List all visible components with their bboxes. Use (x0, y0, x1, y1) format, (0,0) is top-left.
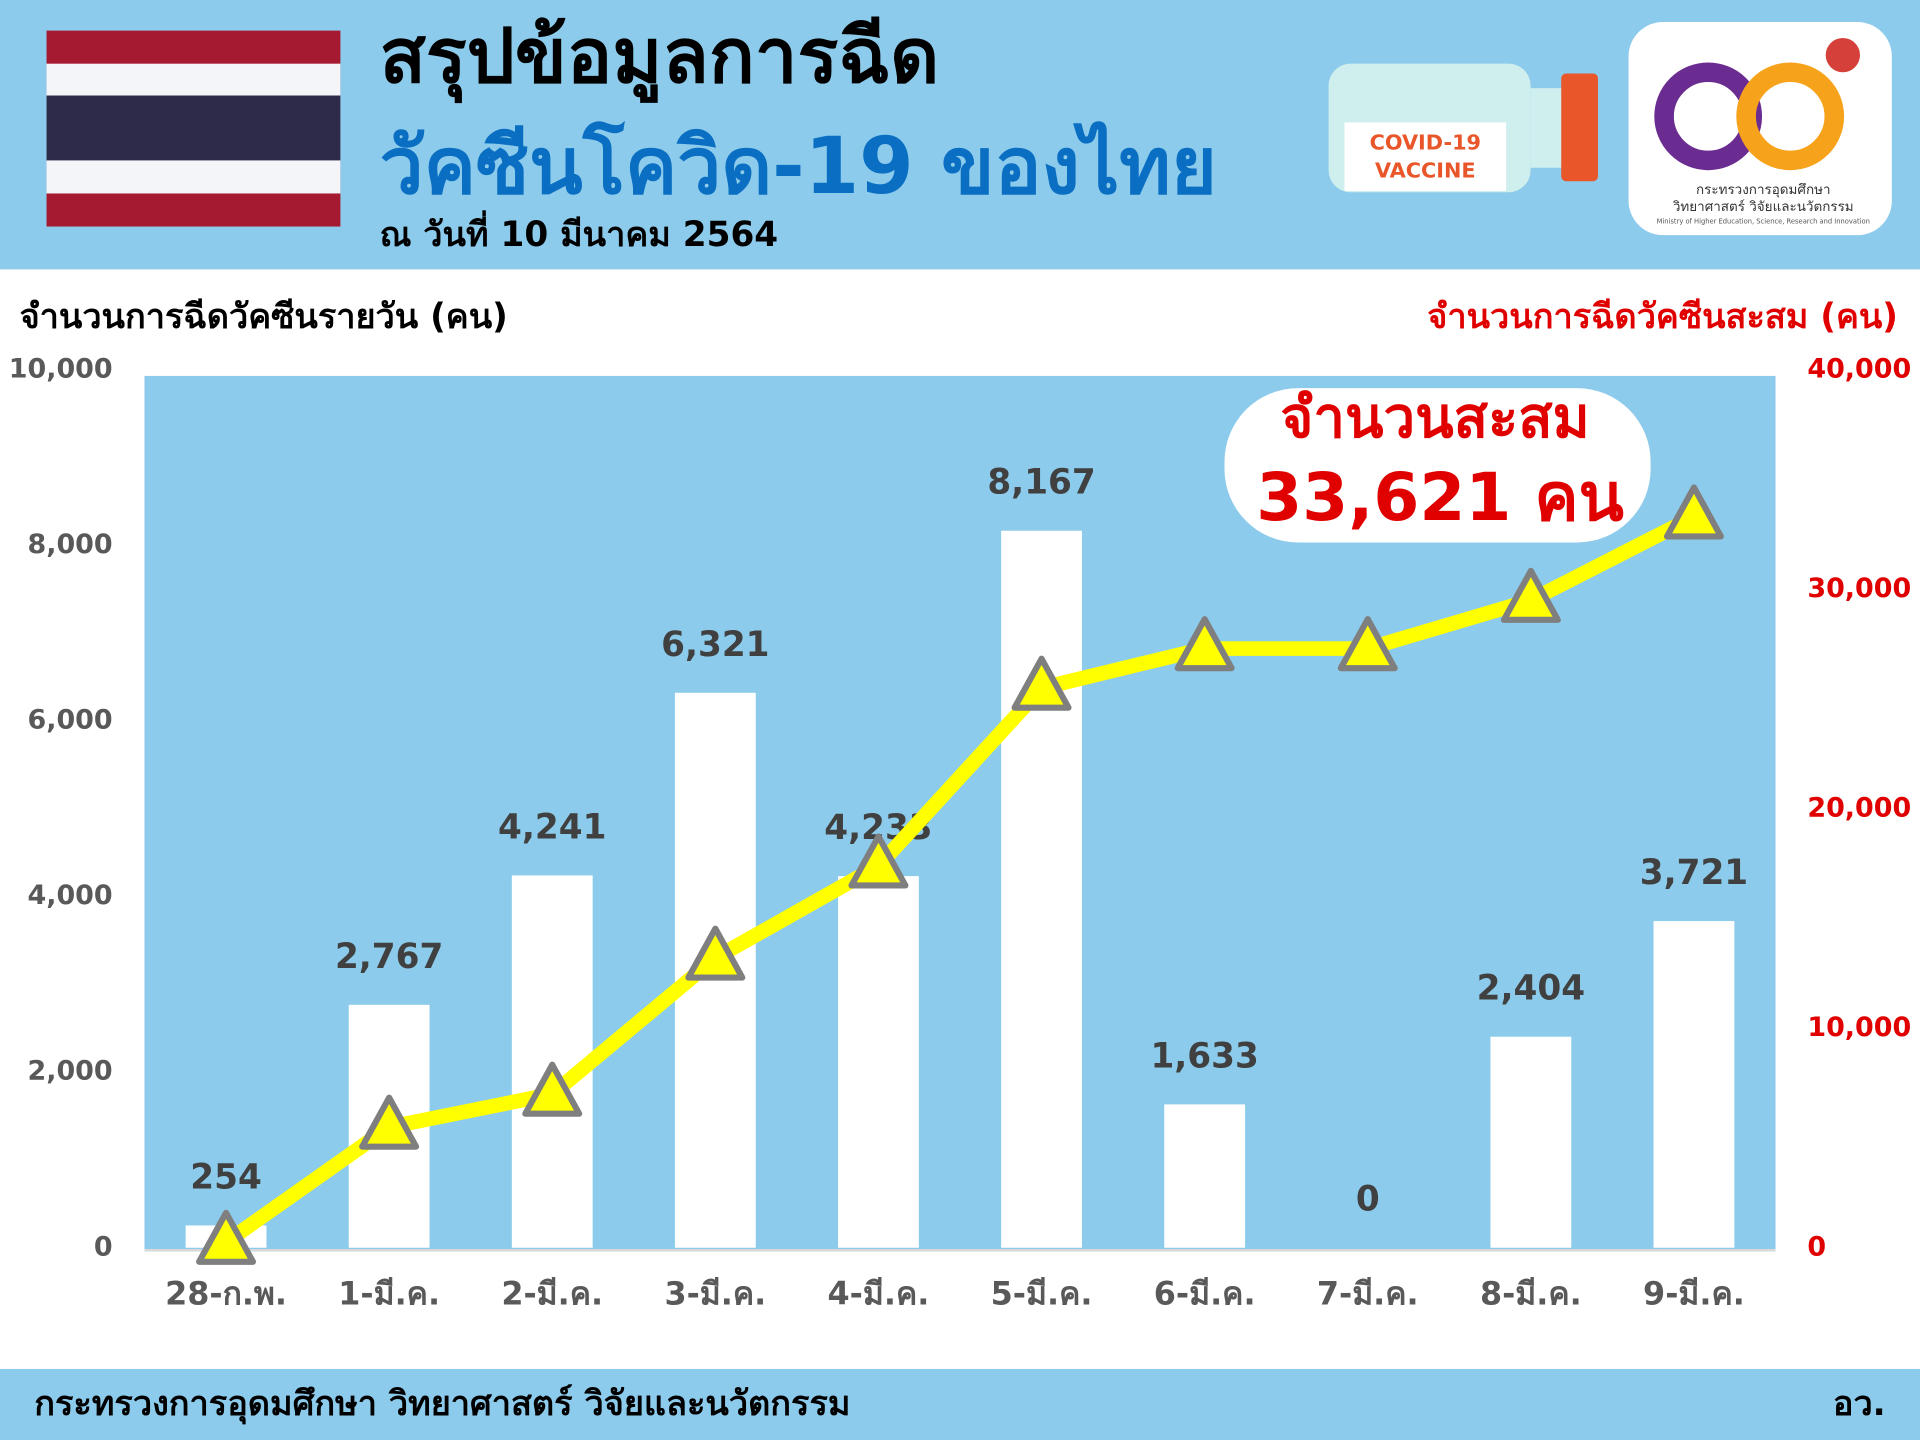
value-label: 0 (1356, 1180, 1380, 1220)
x-tick-label: 3-มี.ค. (664, 1275, 766, 1313)
vaccine-text: VACCINE (1375, 158, 1476, 182)
logo-text: วิทยาศาสตร์ วิจัยและนวัตกรรม (1672, 199, 1853, 215)
annotation: จำนวนสะสม 33,621 คน (1224, 386, 1651, 543)
value-label: 8,167 (987, 463, 1095, 503)
footer-text: กระทรวงการอุดมศึกษา วิทยาศาสตร์ วิจัยและ… (34, 1384, 850, 1425)
bar (1653, 921, 1735, 1248)
bar (511, 875, 593, 1248)
line-marker (196, 1209, 257, 1265)
value-label: 2,404 (1477, 969, 1585, 1009)
title-line2: วัคซีนโควิด-19 ของไทย (380, 120, 1217, 212)
line-marker (1337, 616, 1398, 672)
y2-tick-label: 40,000 (1807, 353, 1911, 384)
line-marker (359, 1094, 420, 1150)
footer-band (0, 1368, 1920, 1440)
line-marker (1011, 655, 1072, 711)
title-line1: สรุปข้อมูลการฉีด (380, 12, 940, 104)
line-marker (1500, 567, 1561, 623)
bar (838, 876, 919, 1248)
y2-tick-label: 10,000 (1807, 1012, 1911, 1043)
line-marker (685, 925, 746, 981)
bar (1001, 530, 1082, 1248)
y-tick-label: 10,000 (9, 353, 113, 384)
value-label: 1,633 (1150, 1036, 1258, 1076)
y-tick-label: 4,000 (27, 880, 112, 911)
x-tick-label: 28-ก.พ. (165, 1275, 287, 1313)
line-marker (1174, 616, 1235, 672)
ministry-logo: กระทรวงการอุดมศึกษา วิทยาศาสตร์ วิจัยและ… (1628, 22, 1892, 236)
y-tick-label: 8,000 (27, 529, 112, 560)
line-marker (1663, 484, 1724, 540)
x-tick-label: 5-มี.ค. (991, 1275, 1093, 1313)
y-tick-label: 2,000 (27, 1056, 112, 1087)
logo-text: Ministry of Higher Education, Science, R… (1657, 218, 1870, 226)
value-label: 254 (190, 1157, 262, 1197)
line-marker (848, 833, 909, 889)
value-label: 4,241 (498, 807, 606, 847)
thai-flag (46, 30, 341, 227)
y-tick-label: 6,000 (27, 704, 112, 735)
x-tick-label: 6-มี.ค. (1154, 1275, 1256, 1313)
value-label: 3,721 (1640, 853, 1748, 893)
y-tick-label: 0 (94, 1231, 113, 1262)
line (221, 510, 1698, 1249)
y2-tick-label: 30,000 (1807, 573, 1911, 604)
bar (1490, 1036, 1572, 1248)
x-tick-label: 1-มี.ค. (338, 1275, 440, 1313)
annotation-text: 33,621 คน (1256, 459, 1624, 536)
x-tick-label: 2-มี.ค. (501, 1275, 603, 1313)
x-tick-label: 4-มี.ค. (828, 1275, 930, 1313)
value-label: 2,767 (335, 937, 443, 977)
logo-text: กระทรวงการอุดมศึกษา (1696, 183, 1831, 198)
x-tick-label: 9-มี.ค. (1643, 1275, 1745, 1313)
value-label: 6,321 (661, 625, 769, 665)
y-axis-title: จำนวนการฉีดวัคซีนรายวัน (คน) (20, 297, 508, 337)
annotation-text: จำนวนสะสม (1280, 386, 1589, 451)
date: ณ วันที่ 10 มีนาคม 2564 (380, 210, 779, 255)
footer-short: อว. (1833, 1384, 1886, 1424)
bar (1164, 1104, 1246, 1248)
x-tick-label: 7-มี.ค. (1317, 1275, 1419, 1313)
vaccine-text: COVID-19 (1370, 130, 1481, 154)
y2-tick-label: 0 (1807, 1231, 1826, 1262)
y2-axis-title: จำนวนการฉีดวัคซีนสะสม (คน) (1427, 297, 1898, 337)
y2-tick-label: 20,000 (1807, 792, 1911, 823)
plot: 0 2,000 4,000 6,000 8,000 10,000 0 10,000 20,000… (9, 353, 1911, 1312)
line-marker (522, 1061, 583, 1117)
vaccine-icon: COVID-19 VACCINE (1328, 63, 1598, 193)
x-tick-label: 8-มี.ค. (1480, 1275, 1582, 1313)
